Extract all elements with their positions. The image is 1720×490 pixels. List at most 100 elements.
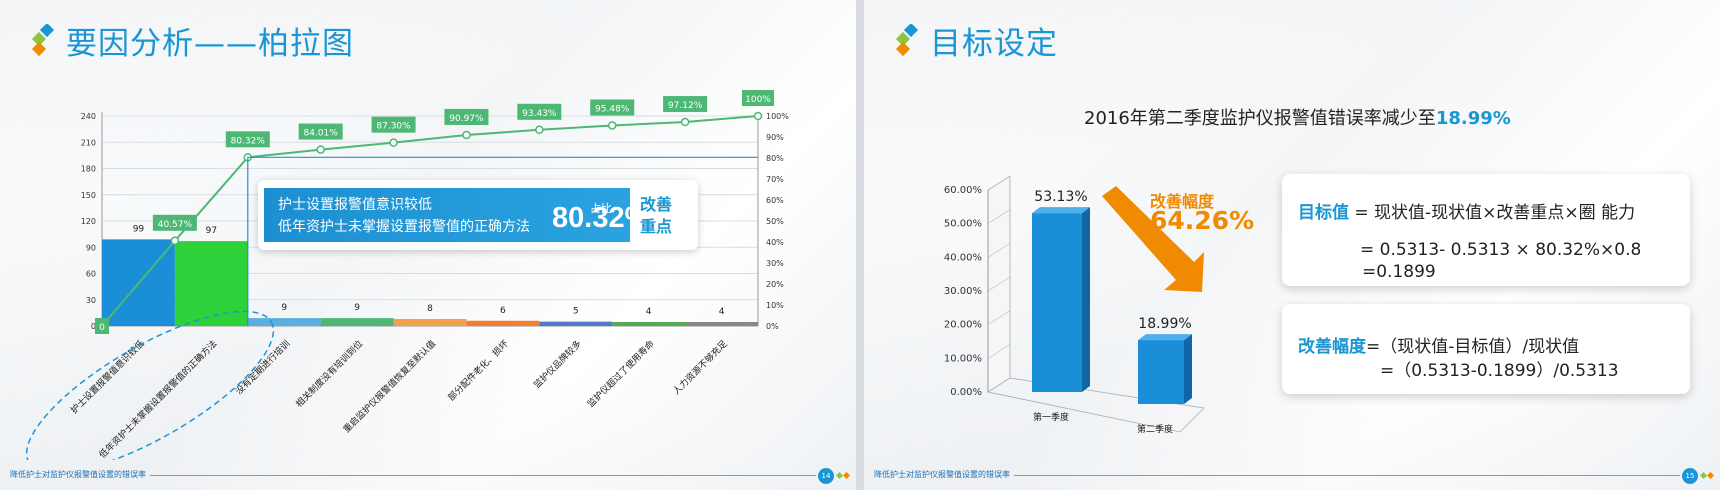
y-tick-label: 180 [81, 165, 96, 174]
y-tick-label: 50.00% [944, 219, 982, 230]
highlight-ellipse [25, 310, 275, 460]
cumulative-point [462, 130, 471, 140]
cumulative-point [170, 236, 180, 246]
y-tick-label: 120 [81, 217, 96, 226]
y-tick-label: 60.00% [944, 185, 982, 196]
y-tick-label: 30.00% [944, 286, 982, 297]
cumulative-label: 87.30% [376, 122, 411, 132]
bar-value-label: 99 [133, 224, 145, 234]
improvement-label: 改善幅度 [1150, 192, 1215, 211]
cumulative-label: 90.97% [449, 114, 484, 124]
footer-divider [1014, 475, 1680, 476]
bar [174, 241, 248, 326]
cumulative-label-bg [225, 131, 270, 148]
cumulative-label-bg [152, 214, 197, 231]
decrease-arrow-icon [1102, 186, 1204, 292]
improvement-formula-line-2: =（0.5313-0.1899）/0.5313 [1380, 361, 1619, 381]
callout-share-label: 占比 [590, 202, 612, 215]
target-formula-expr: = 现状值-现状值×改善重点×圈 能力 [1349, 203, 1636, 223]
gridline [987, 344, 1011, 359]
cumulative-label-bg [590, 99, 635, 116]
dots-icon [836, 472, 851, 480]
bar-value-label: 9 [354, 303, 360, 313]
category-label: 第一季度 [1033, 411, 1069, 423]
bar [539, 321, 613, 326]
cumulative-label-bg [444, 108, 489, 125]
bar-value-label: 18.99% [1138, 316, 1191, 332]
bar-value-label: 8 [427, 304, 433, 314]
category-label: 相关制度没有培训到位 [293, 338, 365, 410]
target-formula-line-3: =0.1899 [1362, 262, 1436, 282]
improvement-formula-card: 改善幅度=（现状值-目标值）/现状值 =（0.5313-0.1899）/0.53… [1282, 304, 1690, 394]
category-label: 护士设置报警值意识较低 [68, 338, 146, 416]
bar-top [1032, 207, 1090, 214]
cumulative-label: 40.57% [158, 220, 193, 230]
target-statement-text: 2016年第二季度监护仪报警值错误率减少至 [1084, 108, 1436, 129]
y-tick-label: 30 [86, 296, 96, 305]
cumulative-label-bg [371, 116, 416, 133]
bar [612, 322, 686, 326]
cumulative-label-bg [663, 96, 708, 113]
target-chart: 0.00% 10.00% 20.00% 30.00% 40.00% 50.00% 60.00… [944, 175, 1205, 435]
gridline [987, 310, 1011, 325]
y2-tick-label: 20% [766, 280, 784, 289]
cumulative-label: 0 [99, 323, 105, 333]
improvement-formula-line-1: 改善幅度=（现状值-目标值）/现状值 [1298, 332, 1579, 357]
page-number: 14 [818, 468, 834, 484]
callout-panel: 护士设置报警值意识较低 低年资护士未掌握设置报警值的正确方法 80.32% 占比 [264, 188, 650, 242]
category-label: 监护仪超过了使用寿命 [585, 338, 657, 410]
gridline [987, 377, 1011, 393]
cumulative-point [607, 121, 617, 130]
gridline [987, 175, 1011, 191]
footer-text: 降低护士对监护仪报警值设置的错误率 [10, 470, 146, 479]
key-causes-callout: 护士设置报警值意识较低 低年资护士未掌握设置报警值的正确方法 80.32% 占比… [258, 180, 698, 250]
y-tick-label: 10.00% [944, 353, 982, 364]
bar-top [1138, 334, 1192, 341]
y2-tick-label: 30% [766, 259, 784, 268]
cumulative-label-bg [517, 103, 562, 120]
page-title: 目标设定 [930, 26, 1058, 62]
y-tick-label: 210 [81, 138, 96, 147]
bar [320, 318, 394, 326]
category-label: 部分配件老化、损坏 [445, 338, 511, 404]
y-tick-label: 150 [81, 191, 96, 200]
pareto-80-line [247, 156, 758, 326]
cumulative-point [535, 125, 544, 135]
y2-tick-label: 40% [766, 238, 784, 247]
slide-pareto: 要因分析——柏拉图 0 30 60 90 120 150 180 210 240 0% 10% 20%… [0, 0, 856, 490]
cumulative-label: 97.12% [668, 101, 703, 111]
gridline [987, 243, 1011, 258]
callout-percentage: 80.32% [552, 202, 651, 234]
cumulative-label-bg [95, 318, 109, 334]
footer-divider [150, 475, 816, 476]
y2-tick-label: 100% [766, 112, 789, 121]
y2-tick-label: 50% [766, 217, 784, 226]
footer-text: 降低护士对监护仪报警值设置的错误率 [874, 470, 1010, 479]
y-tick-label: 0.00% [950, 387, 982, 398]
bar [466, 320, 540, 326]
bar [1138, 340, 1184, 404]
bar [685, 322, 758, 326]
improvement-value: 64.26% [1150, 206, 1255, 235]
y-tick-label: 90 [86, 243, 96, 252]
slide-target: 目标设定 2016年第二季度监护仪报警值错误率减少至 18.99% 0.00% 10… [864, 0, 1720, 490]
cumulative-point [680, 117, 690, 127]
bar-side [1082, 207, 1090, 392]
improvement-formula-expr: =（现状值-目标值）/现状值 [1366, 337, 1580, 357]
page-number: 15 [1682, 468, 1698, 484]
y-tick-label: 240 [81, 112, 96, 121]
bar-value-label: 4 [646, 307, 652, 317]
bar-value-label: 53.13% [1034, 189, 1087, 205]
cumulative-point [389, 138, 398, 147]
y2-tick-label: 90% [766, 133, 784, 142]
y-tick-label: 40.00% [944, 252, 982, 263]
cumulative-label-bg [298, 123, 343, 140]
y2-tick-label: 60% [766, 196, 784, 205]
target-formula-line-2: = 0.5313- 0.5313 × 80.32%×0.8 [1360, 240, 1642, 260]
cumulative-label-bg [742, 90, 774, 106]
bar [1032, 213, 1082, 392]
category-label: 人力资源不够充足 [670, 338, 729, 397]
callout-line-2: 低年资护士未掌握设置报警值的正确方法 [278, 219, 530, 235]
page-title: 要因分析——柏拉图 [66, 26, 354, 62]
bar [393, 319, 467, 326]
